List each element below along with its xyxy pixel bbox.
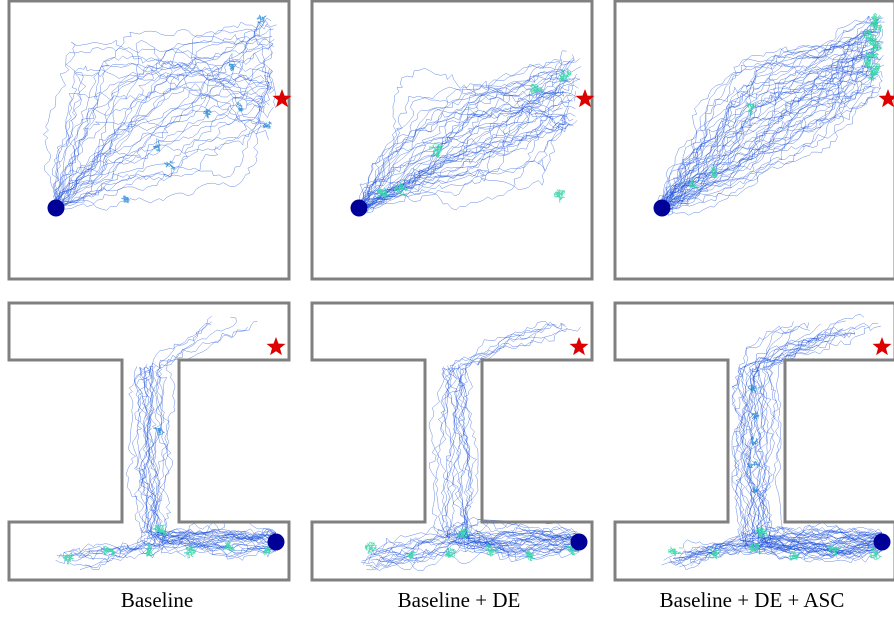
caption-baseline-de-asc: Baseline + DE + ASC xyxy=(659,588,845,612)
goal-star-icon xyxy=(569,337,589,356)
panel-open-room-2 xyxy=(310,0,595,281)
panel-h-maze-2 xyxy=(310,301,594,582)
room-wall xyxy=(310,0,594,281)
start-circle-icon xyxy=(570,533,588,551)
start-circle-icon xyxy=(267,533,285,551)
goal-star-icon xyxy=(575,89,595,108)
panel-h-maze-1 xyxy=(7,301,291,582)
goal-star-icon xyxy=(272,89,292,108)
caption-baseline-de: Baseline + DE xyxy=(397,588,521,612)
goal-star-icon xyxy=(872,337,892,356)
panel-h-maze-3 xyxy=(613,301,894,582)
start-circle-icon xyxy=(350,199,368,217)
room-wall xyxy=(7,0,291,281)
start-circle-icon xyxy=(653,199,671,217)
maze-wall xyxy=(310,301,594,582)
panel-open-room-1 xyxy=(7,0,292,281)
start-circle-icon xyxy=(873,533,891,551)
caption-baseline: Baseline xyxy=(120,588,194,612)
room-wall xyxy=(613,0,894,281)
goal-star-icon xyxy=(266,337,286,356)
maze-wall xyxy=(613,301,894,582)
panel-open-room-3 xyxy=(613,0,894,281)
goal-star-icon xyxy=(878,89,894,108)
maze-wall xyxy=(7,301,291,582)
start-circle-icon xyxy=(47,199,65,217)
